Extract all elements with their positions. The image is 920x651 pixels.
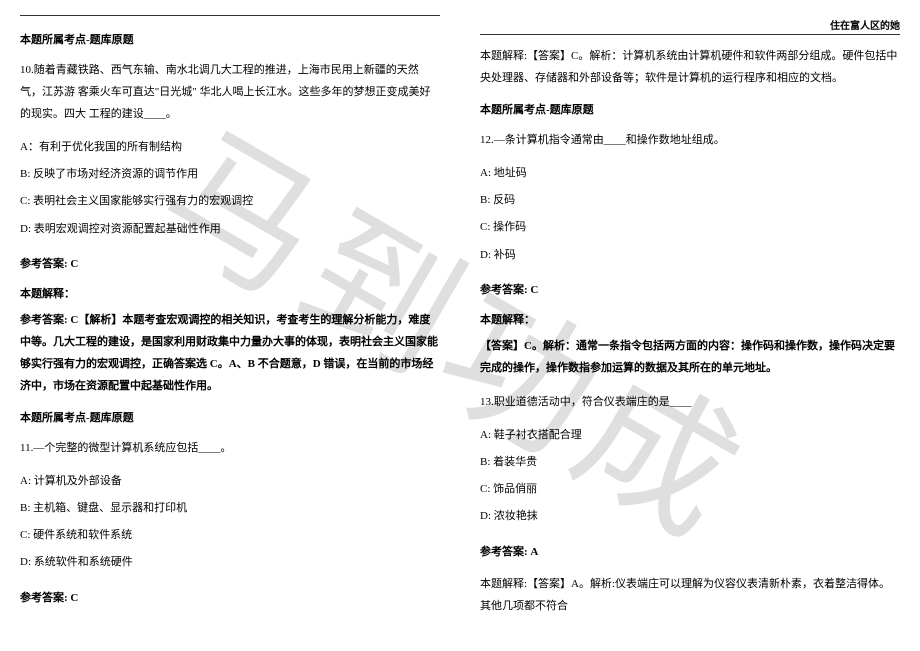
question-11-option-d: D: 系统软件和系统硬件 [20, 550, 440, 574]
question-10-explain: 参考答案: C【解析】本题考查宏观调控的相关知识，考查考生的理解分析能力，难度中… [20, 309, 440, 397]
question-11-text: 11.—个完整的微型计算机系统应包括____。 [20, 437, 440, 459]
question-12-option-d: D: 补码 [480, 243, 900, 267]
question-13-option-b: B: 着装华贵 [480, 450, 900, 474]
question-13-text: 13.职业道德活动中，符合仪表端庄的是____ [480, 391, 900, 413]
question-13-option-c: C: 饰品俏丽 [480, 477, 900, 501]
question-12-explain: 【答案】C。解析：通常一条指令包括两方面的内容：操作码和操作数，操作码决定要完成… [480, 335, 900, 379]
question-12-option-a: A: 地址码 [480, 161, 900, 185]
question-13-option-d: D: 浓妆艳抹 [480, 504, 900, 528]
question-12-option-b: B: 反码 [480, 188, 900, 212]
question-10-option-d: D: 表明宏观调控对资源配置起基础性作用 [20, 217, 440, 241]
question-10-answer: 参考答案: C [20, 255, 440, 271]
question-11-option-b: B: 主机箱、键盘、显示器和打印机 [20, 496, 440, 520]
left-column: 本题所属考点-题库原题 10.随着青藏铁路、西气东输、南水北调几大工程的推进，上… [0, 0, 460, 651]
right-column: 住在富人区的她 本题解释:【答案】C。解析：计算机系统由计算机硬件和软件两部分组… [460, 0, 920, 651]
question-13-option-a: A: 鞋子衬衣搭配合理 [480, 423, 900, 447]
topic-label: 本题所属考点-题库原题 [20, 409, 440, 425]
question-10-option-a: A：有利于优化我国的所有制结构 [20, 135, 440, 159]
page-header-right: 住在富人区的她 [480, 15, 900, 35]
question-10-option-b: B: 反映了市场对经济资源的调节作用 [20, 162, 440, 186]
question-11-option-a: A: 计算机及外部设备 [20, 469, 440, 493]
topic-label: 本题所属考点-题库原题 [480, 101, 900, 117]
question-11-option-c: C: 硬件系统和软件系统 [20, 523, 440, 547]
question-12-answer: 参考答案: C [480, 281, 900, 297]
question-12-explain-label: 本题解释： [480, 311, 900, 327]
question-10-text: 10.随着青藏铁路、西气东输、南水北调几大工程的推进，上海市民用上新疆的天然气，… [20, 59, 440, 125]
topic-label: 本题所属考点-题库原题 [20, 31, 440, 47]
question-12-option-c: C: 操作码 [480, 215, 900, 239]
question-13-answer: 参考答案: A [480, 543, 900, 559]
question-11-answer: 参考答案: C [20, 589, 440, 605]
question-11-explain: 本题解释:【答案】C。解析：计算机系统由计算机硬件和软件两部分组成。硬件包括中央… [480, 45, 900, 89]
question-12-text: 12.—条计算机指令通常由____和操作数地址组成。 [480, 129, 900, 151]
question-13-explain: 本题解释:【答案】A。解析:仪表端庄可以理解为仪容仪表清新朴素，衣着整洁得体。其… [480, 573, 900, 617]
page-container: 本题所属考点-题库原题 10.随着青藏铁路、西气东输、南水北调几大工程的推进，上… [0, 0, 920, 651]
question-10-option-c: C: 表明社会主义国家能够实行强有力的宏观调控 [20, 189, 440, 213]
header-divider [20, 15, 440, 16]
question-10-explain-label: 本题解释： [20, 285, 440, 301]
